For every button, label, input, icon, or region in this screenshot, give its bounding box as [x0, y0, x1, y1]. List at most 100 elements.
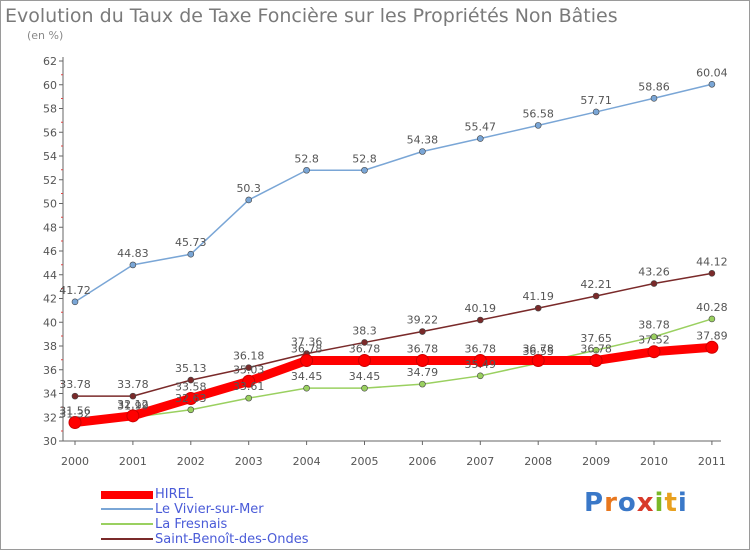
data-label: 37.65 — [580, 332, 612, 345]
logo-letter: r — [604, 488, 618, 518]
logo-letter: i — [677, 488, 688, 518]
data-point — [71, 298, 79, 306]
logo-letter: t — [664, 488, 678, 518]
data-point — [361, 166, 368, 174]
data-label: 35.03 — [233, 363, 265, 376]
y-tick-label: 58 — [43, 103, 57, 116]
data-point — [71, 392, 79, 400]
legend-item: La Fresnais — [101, 517, 361, 533]
y-tick-label: 34 — [43, 388, 57, 401]
data-point — [68, 415, 82, 429]
y-tick-label: 46 — [43, 245, 57, 258]
y-tick-label: 62 — [43, 55, 57, 68]
data-point — [242, 374, 256, 388]
data-label: 35.49 — [465, 358, 497, 371]
legend-label: Saint-Benoît-des-Ondes — [155, 532, 309, 547]
y-tick-label: 56 — [43, 126, 57, 139]
data-label: 35.13 — [175, 362, 207, 375]
y-tick-label: 36 — [43, 364, 57, 377]
legend-swatch — [101, 538, 153, 540]
data-point — [476, 372, 484, 380]
data-label: 54.38 — [407, 133, 439, 146]
y-tick-label: 44 — [43, 269, 57, 282]
y-tick-label: 52 — [43, 174, 57, 187]
data-point — [705, 340, 719, 354]
data-label: 34.45 — [349, 370, 381, 383]
y-tick-label: 50 — [43, 198, 57, 211]
data-label: 40.28 — [696, 301, 728, 314]
data-point — [647, 345, 661, 359]
data-label: 31.32 — [59, 407, 91, 420]
data-label: 52.8 — [352, 152, 377, 165]
data-point — [419, 328, 426, 335]
data-label: 44.12 — [696, 255, 728, 268]
data-point — [245, 394, 252, 402]
data-point — [187, 406, 195, 414]
data-label: 33.61 — [233, 380, 265, 393]
legend-label: Le Vivier-sur-Mer — [155, 502, 264, 517]
x-tick-label: 2006 — [408, 455, 436, 468]
data-label: 56.58 — [522, 107, 554, 120]
data-point — [534, 122, 542, 129]
unit-label: (en %) — [27, 29, 64, 42]
data-point — [300, 353, 314, 367]
data-point — [531, 353, 545, 367]
legend-item: Saint-Benoît-des-Ondes — [101, 532, 361, 548]
legend-label: La Fresnais — [155, 517, 228, 532]
legend-swatch — [101, 491, 153, 499]
data-point — [303, 166, 310, 174]
data-label: 32.12 — [117, 398, 149, 411]
data-point — [708, 315, 716, 323]
x-tick-label: 2008 — [524, 455, 552, 468]
x-tick-label: 2010 — [640, 455, 668, 468]
data-point — [650, 280, 658, 287]
data-point — [419, 148, 426, 155]
data-point — [245, 196, 252, 204]
legend-swatch — [101, 523, 153, 525]
data-label: 37.52 — [638, 334, 670, 347]
data-label: 32.63 — [175, 392, 207, 405]
data-label: 34.45 — [291, 370, 323, 383]
data-label: 52.8 — [294, 152, 319, 165]
data-label: 33.78 — [59, 378, 91, 391]
data-point — [592, 346, 600, 354]
x-tick-label: 2004 — [293, 455, 321, 468]
data-label: 36.78 — [349, 342, 381, 355]
logo-letter: i — [654, 488, 665, 518]
data-label: 37.36 — [291, 336, 323, 349]
data-point — [476, 316, 484, 324]
data-label: 36.18 — [233, 350, 265, 363]
data-label: 50.3 — [236, 182, 261, 195]
legend-label: HIREL — [155, 487, 194, 502]
x-tick-label: 2005 — [351, 455, 379, 468]
legend-item: Le Vivier-sur-Mer — [101, 502, 361, 518]
series-line-0 — [70, 342, 717, 427]
data-label: 60.04 — [696, 66, 728, 79]
data-label: 33.78 — [117, 378, 149, 391]
data-label: 39.22 — [407, 314, 439, 327]
data-point — [184, 391, 198, 405]
data-label: 36.78 — [465, 342, 497, 355]
data-label: 36.78 — [522, 342, 554, 355]
data-point — [361, 384, 368, 392]
data-label: 58.86 — [638, 80, 670, 93]
legend-swatch — [101, 508, 153, 510]
x-tick-label: 2009 — [582, 455, 610, 468]
data-label: 45.73 — [175, 236, 207, 249]
data-label: 41.72 — [59, 284, 91, 297]
data-label: 57.71 — [580, 94, 612, 107]
series-line-2 — [74, 318, 713, 427]
data-label: 40.19 — [465, 302, 497, 315]
logo-letter: x — [636, 488, 655, 518]
data-label: 31.56 — [59, 404, 91, 417]
logo-letter: o — [617, 488, 637, 518]
data-point — [592, 108, 600, 116]
data-label: 44.83 — [117, 247, 149, 260]
y-tick-label: 48 — [43, 221, 57, 234]
data-point — [187, 376, 195, 384]
x-tick-label: 2000 — [61, 455, 89, 468]
data-label: 37.89 — [696, 329, 728, 342]
data-point — [650, 333, 658, 341]
data-label: 38.3 — [352, 324, 377, 337]
